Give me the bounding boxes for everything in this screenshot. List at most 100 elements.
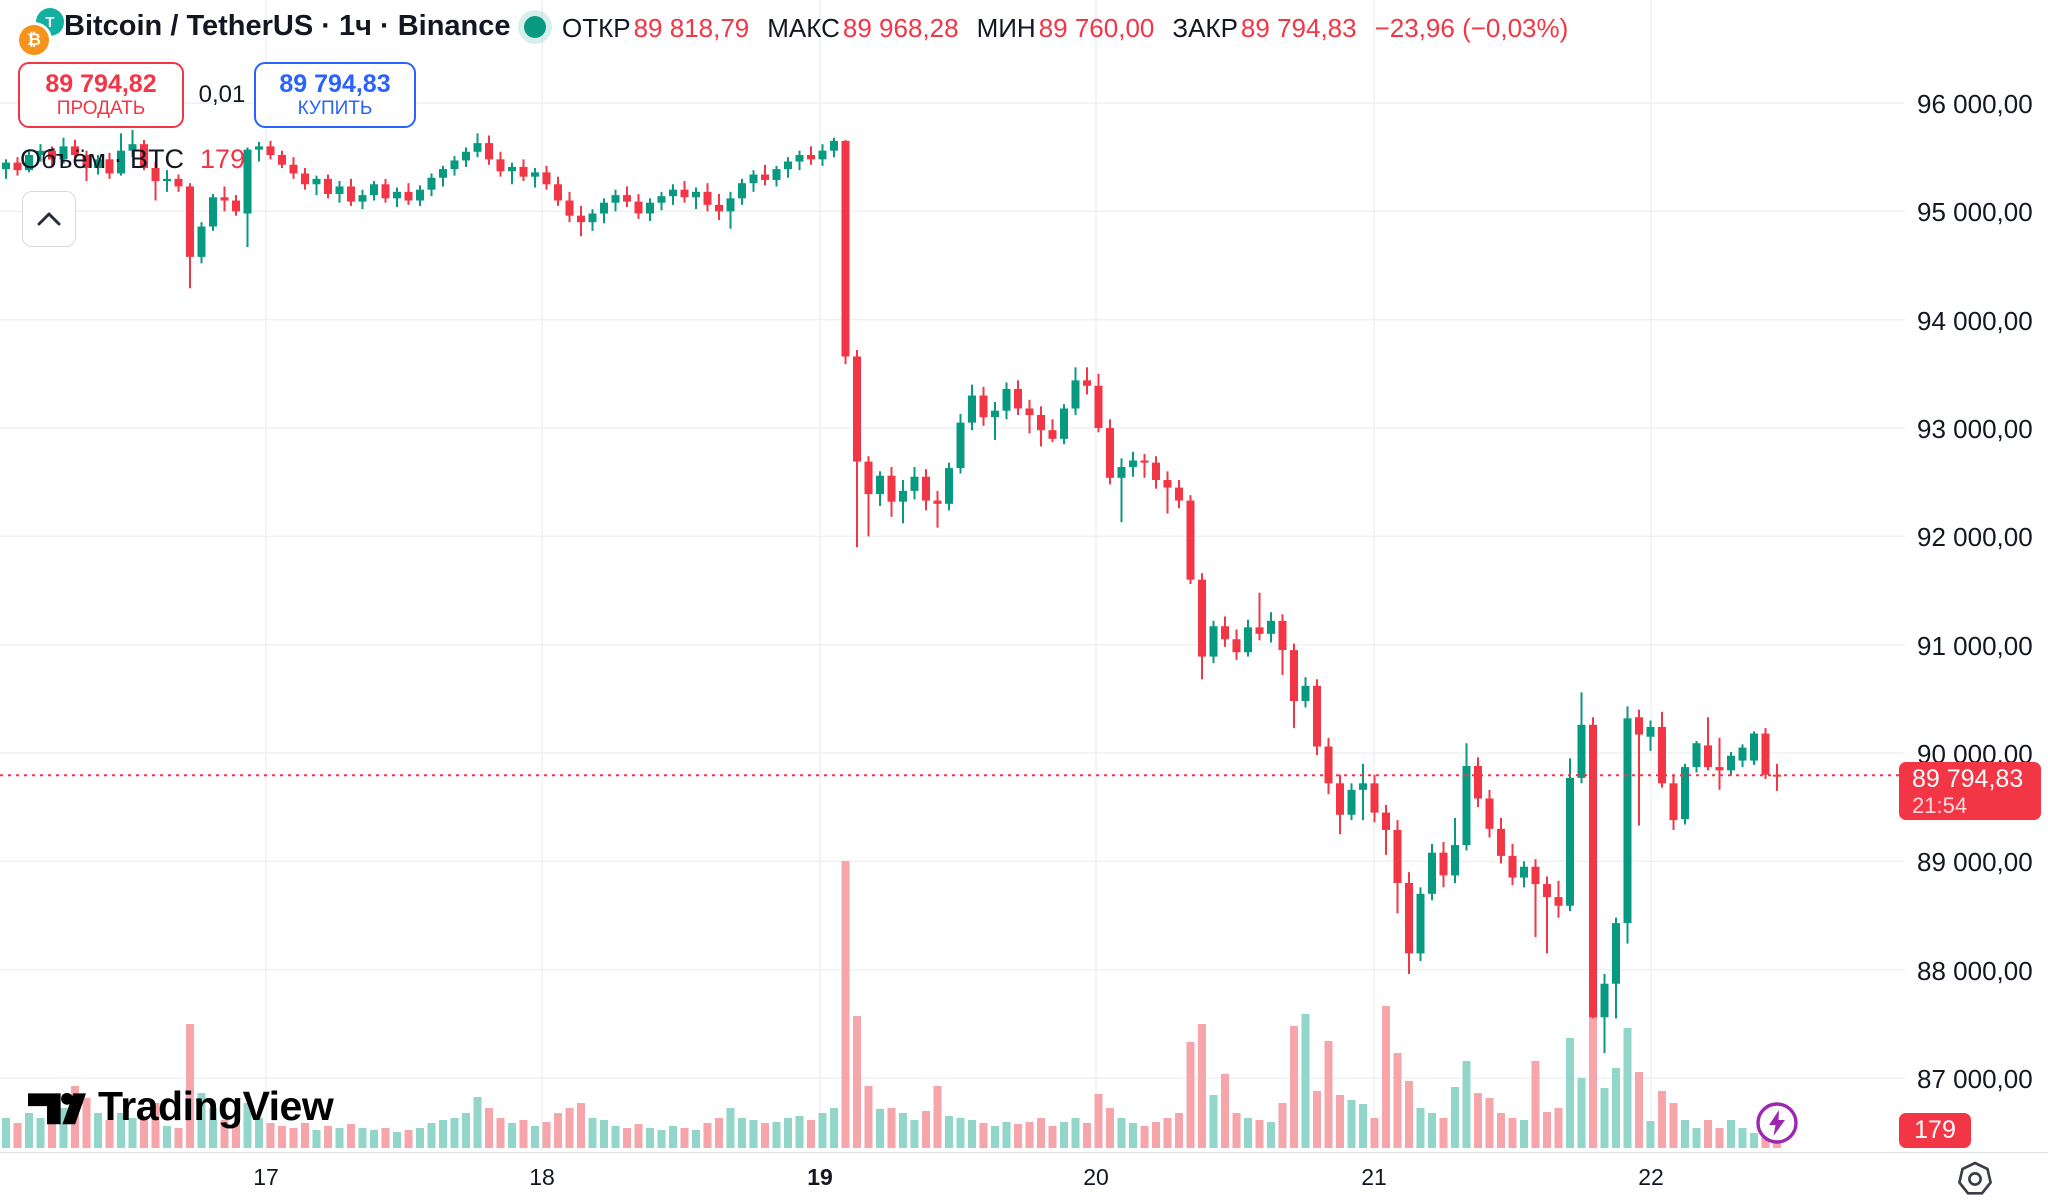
instant-order-toggle[interactable]: [1754, 1100, 1800, 1146]
volume-bar: [94, 1113, 102, 1148]
symbol-title[interactable]: Bitcoin / TetherUS · 1ч · Binance: [64, 10, 511, 42]
candle-body: [82, 155, 91, 169]
candle-body: [1485, 798, 1494, 829]
candle-body: [1083, 380, 1091, 386]
candle-body: [795, 155, 804, 162]
candle-body: [128, 144, 137, 151]
candle-body: [887, 475, 896, 502]
volume-bar: [1232, 1113, 1241, 1148]
volume-bar: [1727, 1120, 1735, 1148]
candle-body: [1370, 783, 1379, 813]
candle-body: [1221, 626, 1229, 640]
volume-bar: [1255, 1120, 1264, 1148]
time-axis-label: 20: [1083, 1164, 1109, 1190]
candle-body: [232, 200, 240, 212]
time-axis-label: 17: [253, 1164, 279, 1190]
candle-body: [1186, 500, 1195, 580]
volume-bar: [738, 1118, 746, 1148]
tradingview-watermark[interactable]: TradingView: [28, 1083, 334, 1130]
candle-body: [1301, 685, 1310, 702]
volume-bar: [1083, 1123, 1091, 1148]
candle-body: [1290, 650, 1298, 702]
volume-bar: [1589, 998, 1597, 1148]
candle-body: [1048, 430, 1057, 439]
candle-body: [1600, 983, 1609, 1018]
candle-body: [243, 149, 252, 214]
volume-legend-value: 179: [200, 144, 246, 174]
candle-body: [1750, 733, 1758, 761]
volume-bar: [979, 1123, 988, 1148]
volume-bar: [163, 1126, 171, 1148]
volume-bar: [623, 1128, 631, 1148]
volume-bar: [358, 1128, 367, 1148]
volume-bar: [508, 1123, 516, 1148]
candle-body: [450, 160, 459, 170]
candle-body: [197, 226, 206, 257]
candle-body: [416, 189, 424, 201]
volume-bar: [1416, 1108, 1425, 1148]
last-price-badge: 89 794,83 21:54: [1899, 762, 2041, 821]
volume-bar: [657, 1130, 666, 1148]
volume-bar: [1336, 1095, 1344, 1148]
candle-body: [807, 155, 815, 160]
candle-body: [1738, 747, 1747, 761]
candle-body: [1416, 893, 1425, 954]
buy-price: 89 794,83: [279, 70, 391, 99]
candle-body: [933, 500, 942, 504]
volume-legend-label: Объём · BTC: [20, 144, 185, 174]
candle-body: [703, 191, 712, 205]
last-price-value: 89 794,83: [1912, 764, 2024, 793]
volume-bar: [1577, 1078, 1586, 1148]
price-axis[interactable]: 96 000,00 95 000,00 94 000,00 93 000,00 92 0…: [1905, 0, 2048, 1152]
volume-bar: [1451, 1087, 1459, 1148]
candle-body: [485, 143, 493, 160]
candle-body: [588, 213, 597, 223]
ohlc-row: ОТКР 89 818,79 МАКС 89 968,28 МИН 89 760,00…: [562, 13, 1568, 44]
settings-button[interactable]: [1955, 1159, 1995, 1199]
volume-bar: [887, 1108, 896, 1148]
volume-bar: [853, 1016, 861, 1148]
volume-bar: [761, 1123, 769, 1148]
volume-bar: [174, 1128, 183, 1148]
time-axis[interactable]: 17 18 19 20 21 22: [0, 1152, 2048, 1202]
volume-bar: [876, 1109, 884, 1148]
volume-bar: [1071, 1118, 1080, 1148]
volume-bar: [1600, 1088, 1609, 1148]
sell-button[interactable]: 89 794,82 ПРОДАТЬ: [18, 62, 184, 128]
volume-bar: [1037, 1118, 1045, 1148]
candle-body: [623, 195, 631, 202]
candle-body: [565, 200, 574, 216]
candle-body: [1531, 866, 1540, 885]
volume-bar: [370, 1130, 378, 1148]
candle-body: [1278, 620, 1287, 651]
volume-bar: [1531, 1061, 1540, 1148]
volume-bar: [910, 1120, 919, 1148]
volume-bar: [485, 1108, 493, 1148]
price-axis-label: 93 000,00: [1917, 414, 2033, 444]
candle-body: [1336, 783, 1344, 815]
market-status-icon[interactable]: [524, 16, 546, 38]
price-axis-label: 91 000,00: [1917, 630, 2033, 661]
volume-bar: [1520, 1120, 1528, 1148]
buy-button[interactable]: 89 794,83 КУПИТЬ: [254, 62, 416, 128]
candle-body: [519, 166, 528, 177]
volume-bar: [680, 1128, 689, 1148]
volume-bar: [1014, 1124, 1022, 1148]
candle-body: [36, 150, 45, 156]
volume-bar: [577, 1103, 585, 1148]
candle-body: [1152, 462, 1160, 481]
candle-body: [841, 140, 850, 357]
candle-body: [358, 195, 367, 202]
volume-bar: [1140, 1126, 1149, 1148]
volume-bar: [1566, 1038, 1574, 1148]
candle-body: [255, 146, 263, 150]
candle-body: [312, 178, 321, 185]
symbol-logo[interactable]: T ₿: [14, 6, 66, 58]
collapse-legend-button[interactable]: [22, 191, 76, 247]
candle-body: [1761, 733, 1770, 775]
volume-bar: [968, 1120, 976, 1148]
volume-bar: [772, 1122, 781, 1148]
price-axis-label: 92 000,00: [1917, 522, 2033, 553]
volume-bar: [2, 1118, 10, 1148]
